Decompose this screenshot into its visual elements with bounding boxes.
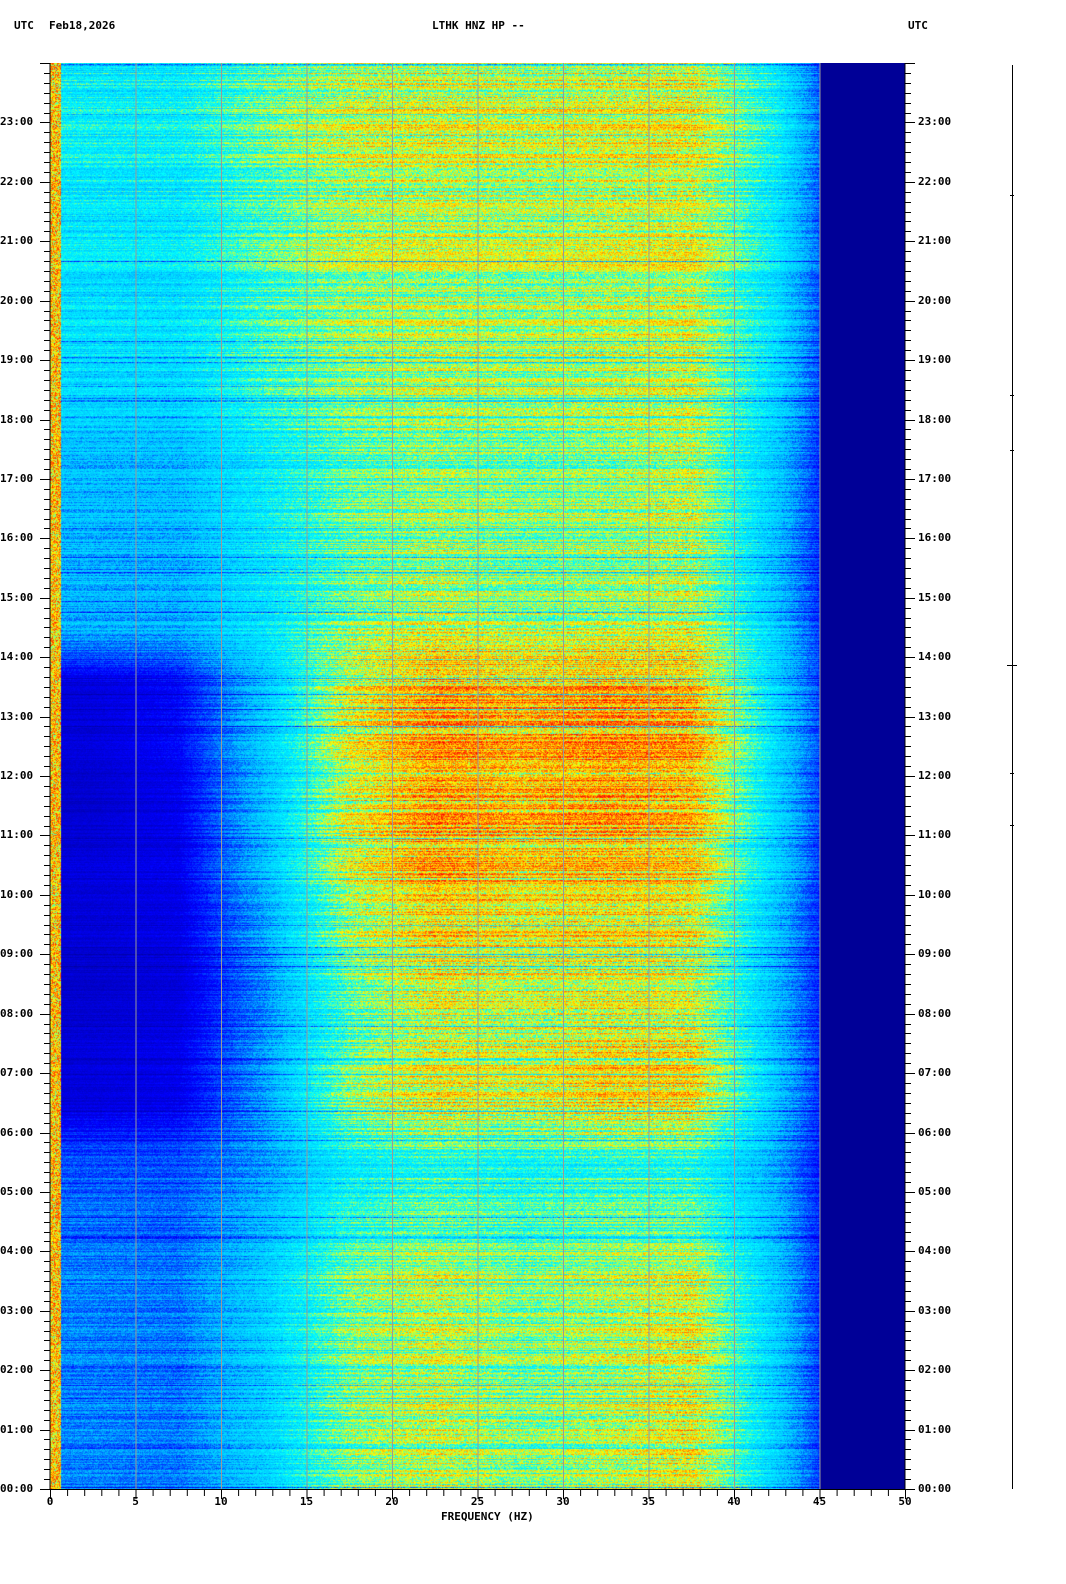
y-tick-label-left: 10:00: [0, 887, 34, 901]
y-tick-label-left: 14:00: [0, 650, 34, 664]
x-tick-label: 45: [812, 1495, 827, 1508]
x-axis-title: FREQUENCY (HZ): [441, 1510, 534, 1523]
y-tick-label-right: 22:00: [918, 174, 952, 188]
x-tick-label: 15: [299, 1495, 314, 1508]
y-tick-label-right: 23:00: [918, 115, 952, 129]
y-tick-label-right: 19:00: [918, 353, 952, 367]
y-tick-label-left: 18:00: [0, 412, 34, 426]
x-tick-label: 5: [132, 1495, 139, 1508]
y-tick-label-right: 03:00: [918, 1303, 952, 1317]
y-tick-label-right: 20:00: [918, 293, 952, 307]
y-tick-label-left: 01:00: [0, 1422, 34, 1436]
y-tick-label-left: 12:00: [0, 769, 34, 782]
y-tick-label-right: 02:00: [918, 1363, 952, 1377]
y-tick-label-left: 23:00: [0, 115, 34, 129]
y-tick-label-left: 04:00: [0, 1244, 34, 1258]
y-tick-label-left: 19:00: [0, 353, 34, 367]
y-tick-label-left: 21:00: [0, 234, 34, 248]
x-tick-label: 0: [46, 1495, 54, 1508]
left-timezone-label: UTC: [14, 19, 34, 32]
y-tick-label-left: 07:00: [0, 1066, 34, 1080]
y-tick-label-right: 04:00: [918, 1244, 952, 1258]
y-tick-label-left: 00:00: [0, 1482, 34, 1495]
y-tick-label-right: 14:00: [918, 650, 952, 664]
x-tick-label: 25: [470, 1495, 485, 1508]
y-tick-label-right: 07:00: [918, 1066, 952, 1080]
y-tick-label-left: 13:00: [0, 709, 34, 723]
y-tick-label-right: 12:00: [918, 769, 952, 782]
x-tick-label: 50: [898, 1495, 912, 1508]
y-tick-label-right: 18:00: [918, 412, 952, 426]
y-tick-label-right: 09:00: [918, 947, 952, 961]
y-tick-label-right: 06:00: [918, 1125, 952, 1139]
y-tick-label-left: 17:00: [0, 471, 34, 485]
y-tick-label-right: 11:00: [918, 828, 952, 842]
y-tick-label-left: 16:00: [0, 531, 34, 545]
y-tick-label-right: 21:00: [918, 234, 952, 248]
y-tick-label-right: 10:00: [918, 887, 952, 901]
x-tick-label: 30: [556, 1495, 570, 1508]
date-label: Feb18,2026: [49, 19, 116, 32]
y-tick-label-left: 06:00: [0, 1125, 34, 1139]
y-tick-label-left: 22:00: [0, 174, 34, 188]
y-tick-label-right: 13:00: [918, 709, 952, 723]
x-tick-label: 40: [727, 1495, 741, 1508]
y-tick-label-right: 08:00: [918, 1006, 952, 1020]
y-tick-label-left: 08:00: [0, 1006, 34, 1020]
right-timezone-label: UTC: [908, 19, 928, 32]
x-tick-label: 10: [214, 1495, 228, 1508]
y-tick-label-left: 11:00: [0, 828, 34, 842]
y-tick-label-left: 05:00: [0, 1184, 34, 1198]
y-tick-label-right: 16:00: [918, 531, 952, 545]
y-tick-label-left: 20:00: [0, 293, 34, 307]
y-tick-label-left: 03:00: [0, 1303, 34, 1317]
y-tick-label-right: 17:00: [918, 471, 952, 485]
y-tick-label-right: 15:00: [918, 590, 952, 604]
y-tick-label-right: 00:00: [918, 1482, 952, 1495]
y-tick-label-left: 02:00: [0, 1363, 34, 1377]
y-tick-label-left: 15:00: [0, 590, 34, 604]
x-tick-label: 35: [641, 1495, 656, 1508]
y-tick-label-right: 05:00: [918, 1184, 952, 1198]
y-tick-label-right: 01:00: [918, 1422, 952, 1436]
chart-title: LTHK HNZ HP --: [432, 19, 525, 32]
x-tick-label: 20: [385, 1495, 399, 1508]
y-tick-label-left: 09:00: [0, 947, 34, 961]
